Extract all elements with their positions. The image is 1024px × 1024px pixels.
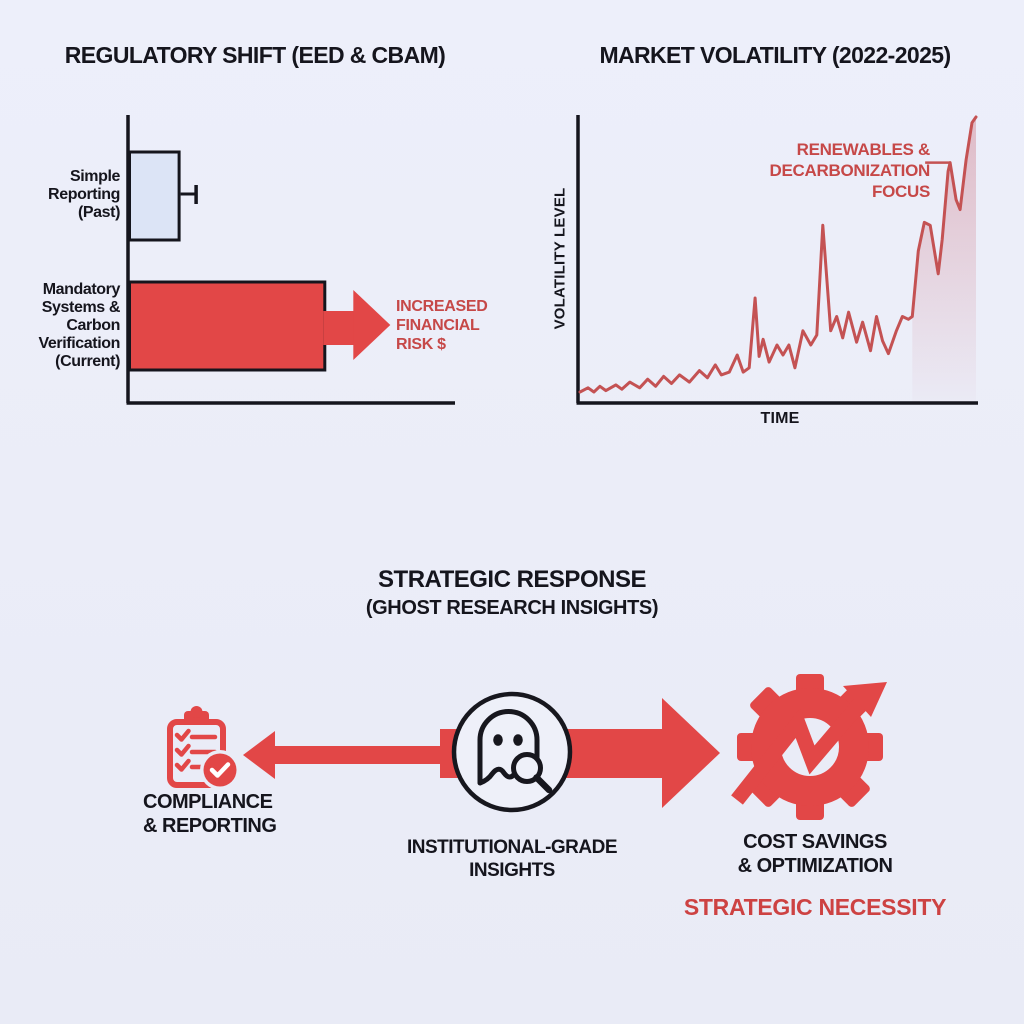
bar-simple-reporting [128,150,181,242]
regulatory-bar-chart [126,115,455,405]
insights-label: INSTITUTIONAL-GRADE INSIGHTS [406,837,618,881]
bar-label-simple-reporting: Simple Reporting (Past) [48,168,120,221]
strategic-necessity-label: STRATEGIC NECESSITY [683,894,947,920]
flow-subtitle: (GHOST RESEARCH INSIGHTS) [365,597,659,619]
optimization-label: COST SAVINGS & OPTIMIZATION [737,831,893,877]
bar-mandatory-systems [128,280,327,372]
gear-growth-arrow-icon [731,674,887,820]
volatility-fill [912,117,976,402]
increased-risk-annotation: INCREASED FINANCIAL RISK $ [396,298,488,353]
volatility-chart-title: MARKET VOLATILITY (2022-2025) [599,42,951,68]
y-axis-label: VOLATILITY LEVEL [551,187,569,330]
flow-title: STRATEGIC RESPONSE [378,566,646,593]
regulatory-chart-title: REGULATORY SHIFT (EED & CBAM) [64,42,446,68]
bar-arrow-group [323,290,391,360]
renewables-annotation: RENEWABLES & DECARBONIZATION FOCUS [769,140,931,201]
increase-arrow-shaft [323,311,356,345]
clipboard-checklist-icon [167,706,240,790]
increase-arrow-head [353,290,391,360]
ghost-magnifier-icon [451,691,573,813]
bar-label-mandatory-systems: Mandatory Systems & Carbon Verification … [38,281,121,370]
compliance-label: COMPLIANCE & REPORTING [143,791,277,837]
x-axis-label: TIME [760,410,800,427]
left-arrow-icon [243,731,463,779]
volatility-line [578,115,978,394]
volatility-line-chart [576,115,978,405]
